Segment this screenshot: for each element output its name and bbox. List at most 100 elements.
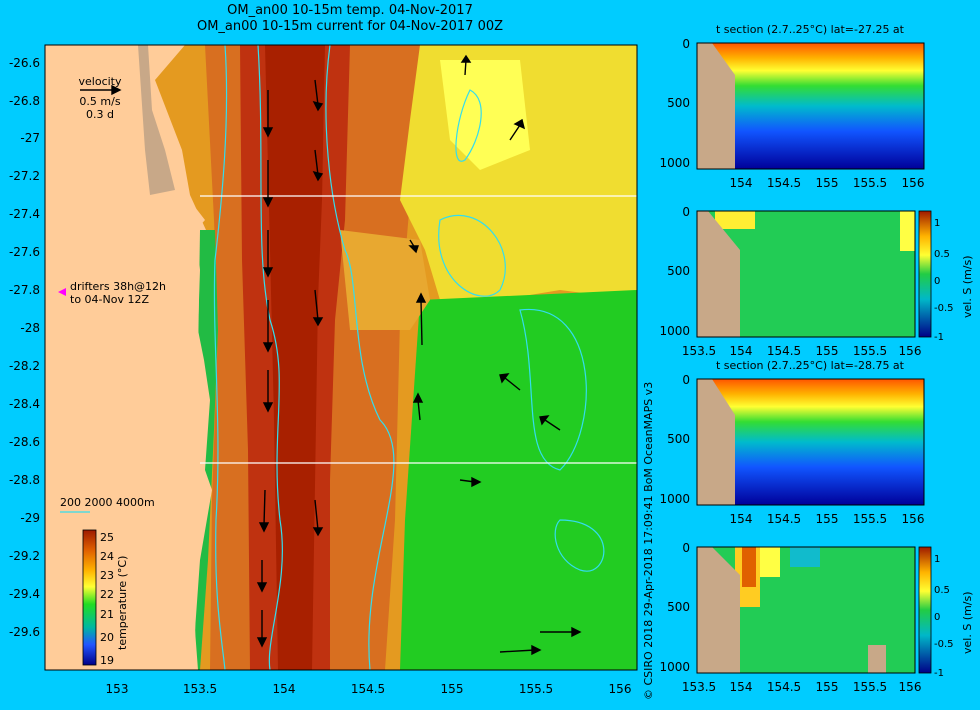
map-title-line1: OM_an00 10-15m temp. 04-Nov-2017 xyxy=(227,3,473,18)
section-lon-tick: 154 xyxy=(730,512,753,526)
section-lon-tick: 156 xyxy=(899,680,922,694)
lon-tick: 155 xyxy=(441,682,464,696)
section-lon-tick: 154.5 xyxy=(767,512,801,526)
depth-tick: 500 xyxy=(667,600,690,614)
section-lon-ticks: 154 154.5 155 155.5 156 153.5 154 154.5 … xyxy=(682,176,925,694)
section-lon-tick: 155.5 xyxy=(853,176,887,190)
colorbar-tick: 20 xyxy=(100,631,114,644)
section-lon-tick: 154.5 xyxy=(767,680,801,694)
map-title-line2: OM_an00 10-15m current for 04-Nov-2017 0… xyxy=(196,19,504,34)
vel-cbar-tick: -0.5 xyxy=(934,303,954,314)
depth-tick: 0 xyxy=(682,37,690,51)
coastline-land xyxy=(45,45,212,670)
section-lon-tick: 154.5 xyxy=(767,344,801,358)
depth-tick: 500 xyxy=(667,264,690,278)
colorbar-tick: 24 xyxy=(100,550,114,563)
depth-tick: 1000 xyxy=(659,660,690,674)
section-lon-tick: 154.5 xyxy=(767,176,801,190)
section-lon-tick: 154 xyxy=(730,680,753,694)
colorbar-label: temperature (°C) xyxy=(116,556,129,650)
vel-cbar-tick: 1 xyxy=(934,218,940,229)
lat-tick: -27.8 xyxy=(9,283,40,297)
vel-cbar-tick: -1 xyxy=(934,668,944,679)
velocity-legend: velocity 0.5 m/s 0.3 d xyxy=(79,75,122,121)
lat-tick: -27.6 xyxy=(9,245,40,259)
lon-tick: 153.5 xyxy=(183,682,217,696)
lat-tick: -29 xyxy=(20,511,40,525)
depth-tick: 0 xyxy=(682,205,690,219)
section-panel-4 xyxy=(696,546,932,674)
lat-tick: -27 xyxy=(20,131,40,145)
lon-tick: 156 xyxy=(609,682,632,696)
lat-tick: -28.2 xyxy=(9,359,40,373)
vel-cbar-label-2: vel. S (m/s) xyxy=(961,591,974,654)
map-border xyxy=(44,44,638,671)
section-lon-tick: 155.5 xyxy=(853,512,887,526)
section-1-title: t section (2.7..25°C) lat=-27.25 at xyxy=(716,23,905,36)
vel-cbar-tick: 0 xyxy=(934,612,940,623)
temperature-field xyxy=(155,45,637,670)
section-lon-tick: 155.5 xyxy=(853,680,887,694)
lat-tick: -26.6 xyxy=(9,56,40,70)
colorbar-tick: 21 xyxy=(100,608,114,621)
vel-cbar-tick: -1 xyxy=(934,332,944,343)
section-depth-ticks: 0 500 1000 0 500 1000 0 500 1000 0 500 1… xyxy=(659,37,690,674)
section-lon-tick: 153.5 xyxy=(682,344,716,358)
section-lon-tick: 155 xyxy=(816,512,839,526)
colorbar-tick: 23 xyxy=(100,569,114,582)
velocity-time: 0.3 d xyxy=(86,108,114,121)
depth-tick: 1000 xyxy=(659,324,690,338)
lat-tick: -28.6 xyxy=(9,435,40,449)
drifter-marker xyxy=(58,288,66,296)
vel-cbar-tick: 0 xyxy=(934,276,940,287)
section-lon-tick: 156 xyxy=(902,176,925,190)
drifters-label-line1: drifters 38h@12h xyxy=(70,280,166,293)
section-lon-tick: 155 xyxy=(816,344,839,358)
vel-cbar-label-1: vel. S (m/s) xyxy=(961,255,974,318)
lat-tick: -29.6 xyxy=(9,625,40,639)
section-panel-3 xyxy=(696,378,925,506)
bathymetry-contours xyxy=(213,44,605,671)
lat-tick: -26.8 xyxy=(9,94,40,108)
section-panel-1 xyxy=(696,42,925,170)
velocity-speed: 0.5 m/s xyxy=(79,95,120,108)
lon-tick-labels: 153 153.5 154 154.5 155 155.5 156 xyxy=(106,682,632,696)
main-map xyxy=(44,44,638,671)
vel-cbar-tick: -0.5 xyxy=(934,639,954,650)
section-lon-tick: 155.5 xyxy=(853,344,887,358)
credit-text: © CSIRO 2018 29-Apr-2018 17:09:41 BoM Oc… xyxy=(642,381,655,700)
depth-tick: 500 xyxy=(667,432,690,446)
colorbar-tick: 22 xyxy=(100,588,114,601)
colorbar-tick: 25 xyxy=(100,531,114,544)
lat-tick: -27.2 xyxy=(9,169,40,183)
section-lon-tick: 156 xyxy=(902,512,925,526)
depth-tick: 1000 xyxy=(659,492,690,506)
section-lon-tick: 156 xyxy=(899,344,922,358)
lon-tick: 154.5 xyxy=(351,682,385,696)
bathymetry-legend: 200 2000 4000m xyxy=(60,496,155,509)
drifters-label-line2: to 04-Nov 12Z xyxy=(70,293,149,306)
vel-cbar-tick: 0.5 xyxy=(934,249,950,260)
vel-cbar-tick: 1 xyxy=(934,554,940,565)
lat-tick: -28 xyxy=(20,321,40,335)
section-panel-2 xyxy=(696,210,932,338)
section-lon-tick: 153.5 xyxy=(682,680,716,694)
lon-tick: 154 xyxy=(273,682,296,696)
depth-tick: 1000 xyxy=(659,156,690,170)
section-lon-tick: 154 xyxy=(730,344,753,358)
section-3-title: t section (2.7..25°C) lat=-28.75 at xyxy=(716,359,905,372)
lat-tick: -28.4 xyxy=(9,397,40,411)
section-lon-tick: 154 xyxy=(730,176,753,190)
lon-tick: 155.5 xyxy=(519,682,553,696)
current-vectors xyxy=(80,54,582,656)
lat-tick: -29.4 xyxy=(9,587,40,601)
vel-cbar-tick: 0.5 xyxy=(934,585,950,596)
temperature-colorbar xyxy=(82,529,97,666)
lat-tick: -27.4 xyxy=(9,207,40,221)
section-lon-tick: 155 xyxy=(816,680,839,694)
depth-tick: 500 xyxy=(667,96,690,110)
depth-tick: 0 xyxy=(682,541,690,555)
colorbar-tick: 19 xyxy=(100,654,114,667)
depth-tick: 0 xyxy=(682,373,690,387)
